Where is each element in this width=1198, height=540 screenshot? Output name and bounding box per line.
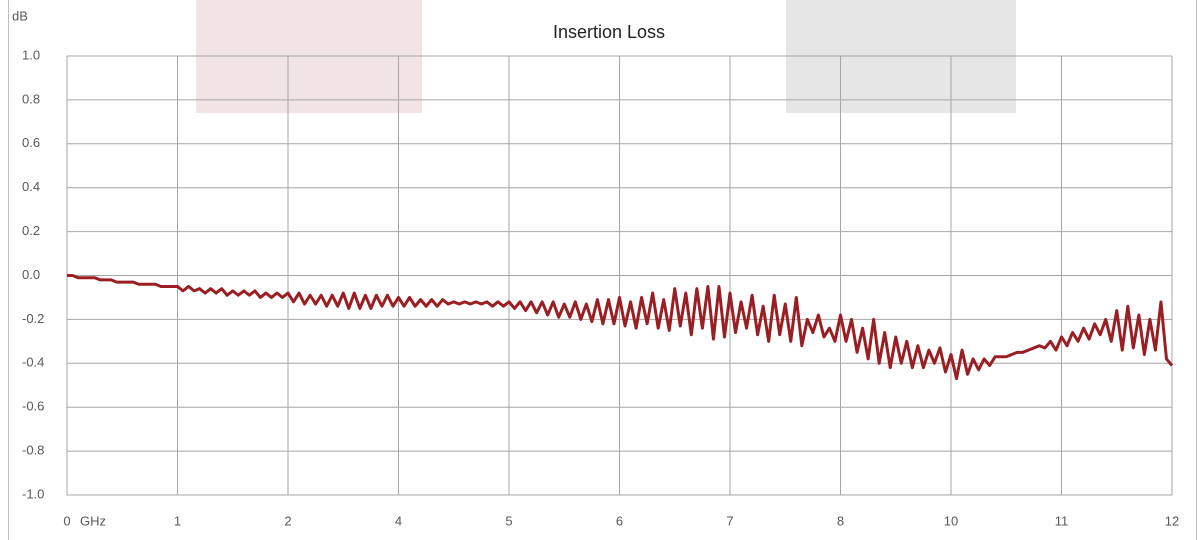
y-tick-label: 0.6 <box>22 135 40 150</box>
y-tick-label: -0.6 <box>22 399 44 414</box>
y-tick-label: 0.0 <box>22 267 40 282</box>
x-tick-label: 4 <box>395 513 402 528</box>
x-tick-label: 0 <box>63 513 70 528</box>
y-tick-label: -1.0 <box>22 486 44 501</box>
y-tick-label: 0.2 <box>22 223 40 238</box>
data-line <box>67 274 1174 381</box>
y-tick-label: -0.4 <box>22 355 44 370</box>
chart-title: Insertion Loss <box>553 22 665 42</box>
x-tick-label: 12 <box>1165 513 1179 528</box>
x-tick-label: 7 <box>726 513 733 528</box>
x-tick-label: 11 <box>1055 513 1069 528</box>
y-axis-label: dB <box>12 8 28 23</box>
y-tick-label: 1.0 <box>22 47 40 62</box>
y-tick-label: -0.2 <box>22 311 44 326</box>
x-tick-label: 1 <box>174 513 181 528</box>
y-tick-label: -0.8 <box>22 443 44 458</box>
y-tick-label: 0.4 <box>22 179 40 194</box>
x-axis-label: GHz <box>80 513 106 528</box>
x-tick-label: 6 <box>616 513 623 528</box>
y-tick-label: 0.8 <box>22 91 40 106</box>
chart-frame <box>8 0 1197 540</box>
x-tick-label: 8 <box>837 513 844 528</box>
x-tick-label: 5 <box>505 513 512 528</box>
x-tick-label: 2 <box>284 513 291 528</box>
x-tick-label: 10 <box>944 513 958 528</box>
